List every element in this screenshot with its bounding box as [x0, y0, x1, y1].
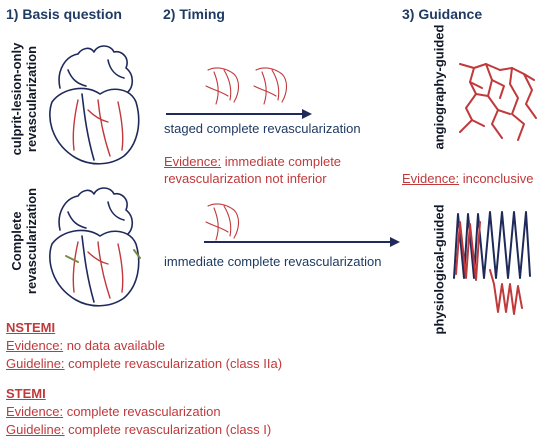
timing-evidence-line1: Evidence: immediate complete: [164, 154, 341, 169]
row-label-culprit-line2: revascularization: [24, 45, 39, 153]
header-basis-question: 1) Basis question: [6, 6, 122, 22]
pressure-wave-sketch: [453, 211, 531, 315]
guidance-evidence: Evidence: inconclusive: [402, 171, 534, 186]
nstemi-title: NSTEMI: [6, 320, 56, 335]
timing-evidence-prefix: Evidence:: [164, 154, 222, 169]
angiogram-sketch: [459, 63, 537, 141]
row-label-complete-line2: revascularization: [24, 187, 39, 295]
guidance-evidence-text: inconclusive: [459, 171, 534, 186]
staged-arrow: [166, 109, 312, 119]
stemi-guideline-text: complete revascularization (class I): [64, 422, 272, 437]
immediate-arrow: [204, 237, 400, 247]
vessel-sketch-staged-1: [205, 67, 240, 105]
physiological-guided-label: physiological-guided: [431, 204, 447, 335]
stemi-evidence: Evidence: complete revascularization: [6, 404, 221, 419]
stemi-evidence-text: complete revascularization: [63, 404, 221, 419]
nstemi-guideline: Guideline: complete revascularization (c…: [6, 356, 282, 371]
header-guidance: 3) Guidance: [402, 6, 483, 22]
vessel-sketch-staged-2: [253, 67, 288, 105]
stemi-title: STEMI: [6, 386, 46, 401]
timing-evidence-line2: revascularization not inferior: [164, 171, 327, 186]
nstemi-evidence-text: no data available: [63, 338, 166, 353]
staged-revascularization-label: staged complete revascularization: [164, 121, 361, 136]
stemi-guideline: Guideline: complete revascularization (c…: [6, 422, 271, 437]
nstemi-guideline-text: complete revascularization (class IIa): [64, 356, 283, 371]
header-timing: 2) Timing: [163, 6, 225, 22]
angiography-guided-label: angiography-guided: [431, 24, 447, 150]
vessel-sketch-immediate: [205, 203, 240, 241]
heart-culprit-illustration: [49, 45, 140, 165]
row-label-complete-line1: Complete: [9, 211, 24, 271]
guidance-evidence-prefix: Evidence:: [402, 171, 460, 186]
stemi-evidence-prefix: Evidence:: [6, 404, 64, 419]
row-label-culprit-line1: culprit-lesion-only: [9, 42, 24, 156]
nstemi-evidence-prefix: Evidence:: [6, 338, 64, 353]
immediate-revascularization-label: immediate complete revascularization: [164, 254, 382, 269]
nstemi-guideline-prefix: Guideline:: [6, 356, 65, 371]
timing-evidence-text1: immediate complete: [221, 154, 342, 169]
nstemi-evidence: Evidence: no data available: [6, 338, 165, 353]
heart-complete-illustration: [49, 187, 141, 307]
stemi-guideline-prefix: Guideline:: [6, 422, 65, 437]
